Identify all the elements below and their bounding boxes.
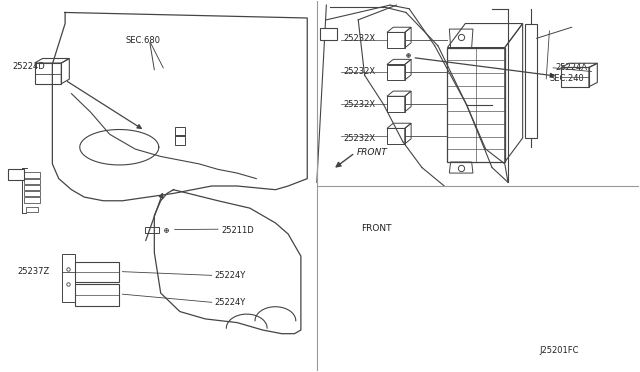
FancyBboxPatch shape bbox=[8, 169, 24, 180]
Text: 25211D: 25211D bbox=[221, 226, 254, 235]
Text: 25224D: 25224D bbox=[13, 61, 45, 71]
Text: A: A bbox=[325, 30, 332, 39]
Text: 25224Y: 25224Y bbox=[215, 271, 246, 280]
Text: SEC.680: SEC.680 bbox=[125, 36, 161, 45]
Text: FRONT: FRONT bbox=[362, 224, 392, 233]
Text: A: A bbox=[13, 170, 19, 179]
Text: J25201FC: J25201FC bbox=[540, 346, 579, 355]
Text: 25232X: 25232X bbox=[344, 100, 376, 109]
Text: 25224A: 25224A bbox=[556, 63, 588, 72]
Text: FRONT: FRONT bbox=[357, 148, 388, 157]
Text: SEC.240: SEC.240 bbox=[549, 74, 584, 83]
Text: 25237Z: 25237Z bbox=[17, 267, 49, 276]
Text: 25232X: 25232X bbox=[344, 134, 376, 142]
Text: 25224Y: 25224Y bbox=[215, 298, 246, 307]
FancyBboxPatch shape bbox=[320, 28, 337, 40]
Text: 25232X: 25232X bbox=[344, 34, 376, 43]
Text: 25232X: 25232X bbox=[344, 67, 376, 76]
